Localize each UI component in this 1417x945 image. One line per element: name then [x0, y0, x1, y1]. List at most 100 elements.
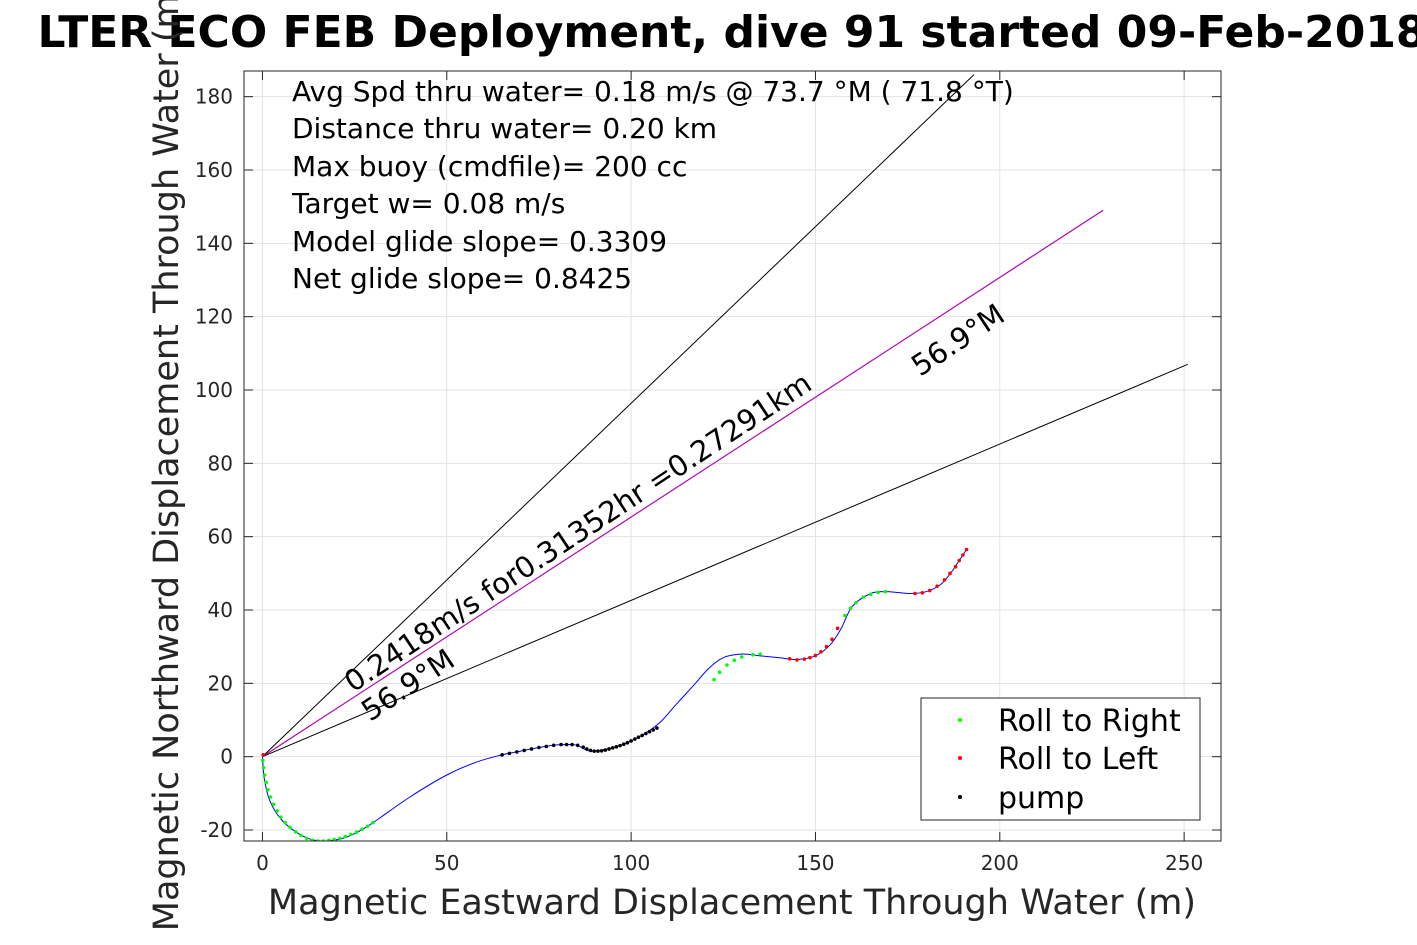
point-roll-to-left [795, 658, 799, 662]
chart-title: LTER ECO FEB Deployment, dive 91 started… [37, 7, 1417, 58]
point-roll-to-right [264, 780, 268, 785]
point-pump [625, 740, 630, 745]
point-roll-to-right [261, 758, 265, 763]
y-tick-label: 80 [208, 451, 233, 475]
info-text: Avg Spd thru water= 0.18 m/s @ 73.7 °M (… [291, 75, 1014, 295]
point-roll-to-right [304, 836, 309, 841]
point-roll-to-right [310, 838, 315, 841]
point-roll-to-right [266, 787, 270, 792]
point-pump [651, 728, 656, 732]
y-tick-label: 120 [195, 305, 233, 329]
info-line: Model glide slope= 0.3309 [292, 225, 667, 258]
point-pump [507, 751, 512, 756]
point-roll-to-right [868, 592, 873, 597]
point-pump [522, 748, 526, 753]
point-pump [629, 739, 633, 743]
point-pump [640, 733, 644, 738]
point-roll-to-right [268, 795, 273, 799]
point-roll-to-right [371, 820, 375, 825]
y-tick-label: -20 [200, 818, 233, 842]
point-pump [588, 748, 593, 753]
point-roll-to-left [957, 558, 962, 563]
point-pump [599, 749, 604, 753]
point-roll-to-left [942, 578, 947, 582]
point-roll-to-left [964, 547, 969, 552]
reference-lines [262, 74, 1189, 758]
reference-line [262, 209, 1104, 758]
info-line: Target w= 0.08 m/s [291, 187, 565, 220]
point-roll-to-left [802, 657, 807, 661]
point-pump [551, 743, 556, 748]
x-axis-label: Magnetic Eastward Displacement Through W… [268, 883, 1196, 923]
point-roll-to-left [927, 588, 932, 593]
point-pump [537, 745, 541, 750]
point-roll-to-left [824, 644, 829, 649]
point-roll-to-right [360, 827, 364, 832]
point-roll-to-right [262, 773, 267, 777]
point-roll-to-right [750, 652, 755, 657]
y-tick-label: 20 [208, 671, 233, 695]
point-roll-to-right [288, 825, 292, 830]
point-pump [603, 748, 608, 752]
x-tick-label: 100 [612, 851, 650, 875]
point-roll-to-left [913, 591, 917, 596]
point-roll-to-right [326, 838, 331, 841]
point-pump [559, 742, 563, 747]
y-tick-label: 140 [195, 231, 233, 255]
x-tick-label: 250 [1165, 851, 1203, 875]
point-roll-to-left [819, 650, 823, 654]
point-pump [647, 729, 652, 734]
point-roll-to-left [830, 637, 834, 642]
point-pump [581, 745, 585, 749]
point-pump [592, 749, 597, 753]
point-roll-to-left [261, 753, 265, 757]
point-roll-to-left [813, 653, 818, 658]
y-tick-label: 160 [195, 158, 233, 182]
point-roll-to-right [349, 832, 353, 837]
info-line: Max buoy (cmdfile)= 200 cc [292, 150, 687, 183]
legend-label-roll-left: Roll to Left [998, 742, 1158, 777]
x-tick-label: 50 [434, 851, 459, 875]
grid [244, 71, 1221, 841]
point-pump [621, 742, 626, 746]
point-pump [607, 747, 611, 751]
point-roll-to-right [343, 834, 348, 839]
point-roll-to-right [332, 837, 337, 841]
legend: Roll to Right Roll to Left pump [920, 697, 1201, 821]
point-roll-to-right [261, 765, 266, 770]
reference-line [262, 363, 1189, 758]
point-roll-to-right [848, 606, 853, 610]
info-line: Net glide slope= 0.8425 [292, 262, 632, 295]
point-pump [614, 744, 619, 749]
legend-marker-roll-left [958, 756, 962, 760]
point-roll-to-right [275, 809, 279, 813]
point-roll-to-right [883, 589, 888, 594]
data-points [261, 547, 969, 841]
y-axis-label: Magnetic Northward Displacement Through … [147, 0, 187, 931]
point-roll-to-left [948, 571, 952, 576]
legend-label-pump: pump [998, 781, 1084, 816]
point-roll-to-right [271, 802, 276, 807]
point-roll-to-right [876, 590, 880, 595]
info-line: Distance thru water= 0.20 km [292, 112, 717, 145]
point-roll-to-right [739, 655, 744, 659]
point-roll-to-right [299, 833, 303, 838]
point-roll-to-right [279, 815, 283, 819]
point-roll-to-right [843, 613, 847, 618]
y-tick-label: 60 [208, 525, 233, 549]
point-pump [636, 735, 641, 740]
point-roll-to-right [354, 830, 359, 834]
x-tick-label: 200 [981, 851, 1019, 875]
point-roll-to-right [725, 663, 729, 667]
point-roll-to-left [808, 655, 812, 660]
point-roll-to-left [920, 590, 925, 595]
y-tick-label: 180 [195, 85, 233, 109]
point-roll-to-right [365, 824, 370, 829]
point-pump [633, 737, 637, 741]
point-roll-to-left [953, 564, 958, 569]
x-tick-label: 0 [256, 851, 269, 875]
info-line: Avg Spd thru water= 0.18 m/s @ 73.7 °M (… [292, 75, 1014, 108]
plot-frame [243, 70, 1222, 842]
point-roll-to-left [961, 553, 965, 557]
